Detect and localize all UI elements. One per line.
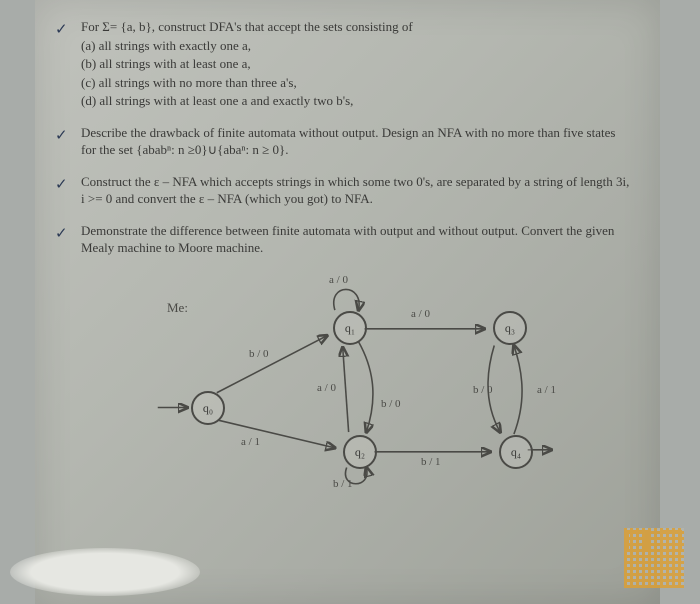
- question-4: ✓ Demonstrate the difference between fin…: [81, 222, 632, 493]
- label-b1-q2q4: b / 1: [421, 455, 441, 470]
- q1-c: (c) all strings with no more than three …: [81, 74, 632, 92]
- q2-text: Describe the drawback of finite automata…: [81, 124, 632, 159]
- label-a0-loop: a / 0: [329, 273, 348, 288]
- question-2: ✓ Describe the drawback of finite automa…: [81, 124, 632, 159]
- question-3: ✓ Construct the ε – NFA which accepts st…: [81, 173, 632, 208]
- state-q2-label: q₂: [355, 444, 365, 460]
- mealy-diagram: Me:: [81, 263, 632, 493]
- label-b1-q2loop: b / 1: [333, 477, 353, 492]
- check-icon: ✓: [55, 175, 68, 195]
- exam-page: ✓ For Σ= {a, b}, construct DFA's that ac…: [35, 0, 660, 604]
- label-a0-q1q3: a / 0: [411, 307, 430, 322]
- state-q3-label: q₃: [505, 320, 515, 336]
- check-icon: ✓: [55, 224, 68, 244]
- q4-text: Demonstrate the difference between finit…: [81, 222, 632, 257]
- label-b0-q3q4: b / 0: [473, 383, 493, 398]
- label-a1-q0q2: a / 1: [241, 435, 260, 450]
- state-q4: q₄: [499, 435, 533, 469]
- q1-b: (b) all strings with at least one a,: [81, 55, 632, 73]
- state-q1: q₁: [333, 311, 367, 345]
- state-q2: q₂: [343, 435, 377, 469]
- state-q3: q₃: [493, 311, 527, 345]
- state-q0: q₀: [191, 391, 225, 425]
- label-a1-q4q3: a / 1: [537, 383, 556, 398]
- q1-a: (a) all strings with exactly one a,: [81, 37, 632, 55]
- check-icon: ✓: [55, 20, 68, 40]
- q1-subparts: (a) all strings with exactly one a, (b) …: [81, 37, 632, 110]
- label-a0-q2q1: a / 0: [317, 381, 336, 396]
- question-1: ✓ For Σ= {a, b}, construct DFA's that ac…: [81, 18, 632, 110]
- state-q0-label: q₀: [203, 400, 213, 416]
- label-b0-q1q2: b / 0: [381, 397, 401, 412]
- glare-blob: [10, 548, 200, 596]
- state-q1-label: q₁: [345, 320, 355, 336]
- q3-text: Construct the ε – NFA which accepts stri…: [81, 173, 632, 208]
- check-icon: ✓: [55, 126, 68, 146]
- qr-code-icon: [624, 528, 684, 588]
- state-q4-label: q₄: [511, 444, 521, 460]
- q1-intro: For Σ= {a, b}, construct DFA's that acce…: [81, 18, 632, 36]
- label-b0-q0q1: b / 0: [249, 347, 269, 362]
- q1-d: (d) all strings with at least one a and …: [81, 92, 632, 110]
